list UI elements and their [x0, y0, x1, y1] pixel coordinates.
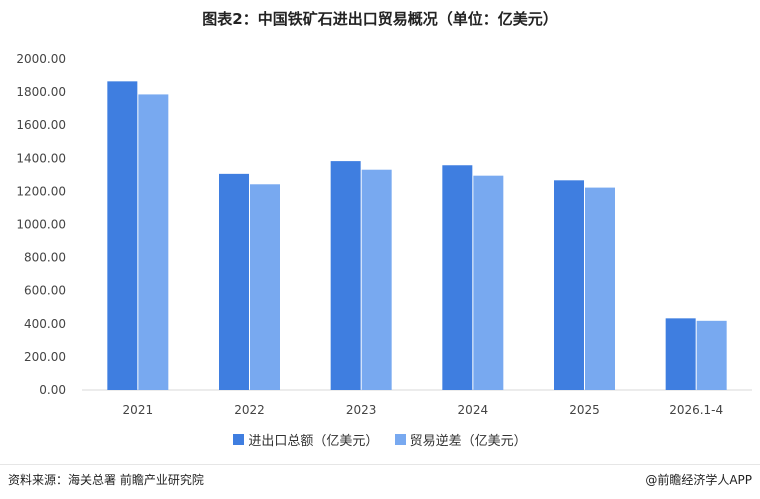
y-tick-label: 400.00 [24, 317, 66, 331]
x-tick-label: 2024 [458, 403, 489, 417]
x-tick-label: 2025 [569, 403, 600, 417]
y-tick-label: 1400.00 [16, 151, 66, 165]
brand-credit: @前瞻经济学人APP [645, 473, 752, 487]
legend-label-deficit: 贸易逆差（亿美元） [409, 434, 527, 449]
y-tick-label: 2000.00 [16, 52, 66, 66]
bar-total [554, 180, 584, 390]
y-tick-label: 1800.00 [16, 85, 66, 99]
y-tick-label: 1200.00 [16, 184, 66, 198]
bar-total [219, 173, 249, 390]
legend-item-deficit: 贸易逆差（亿美元） [394, 430, 527, 449]
legend-label-total: 进出口总额（亿美元） [248, 434, 379, 449]
footer-divider [0, 464, 760, 465]
bar-deficit [585, 187, 615, 390]
bar-total [442, 165, 473, 390]
bar-deficit [138, 94, 169, 391]
bar-deficit [696, 320, 727, 390]
source-note: 资料来源：海关总署 前瞻产业研究院 [8, 473, 204, 487]
bar-total [665, 318, 696, 390]
bar-total [107, 81, 138, 390]
legend-swatch-deficit [394, 434, 406, 445]
bar-total [330, 161, 361, 390]
y-tick-label: 1600.00 [16, 118, 66, 132]
x-tick-label: 2021 [123, 403, 154, 417]
legend: 进出口总额（亿美元） 贸易逆差（亿美元） [0, 430, 760, 449]
y-tick-label: 1000.00 [16, 218, 66, 232]
y-tick-label: 600.00 [24, 284, 66, 298]
bar-chart: 0.00 200.00 400.00 600.00 800.00 1000.00 1200.… [16, 52, 752, 417]
chart-title: 图表2：中国铁矿石进出口贸易概况（单位：亿美元） [202, 10, 558, 28]
x-tick-label: 2026.1-4 [669, 403, 723, 417]
x-tick-label: 2022 [234, 403, 265, 417]
legend-item-total: 进出口总额（亿美元） [233, 430, 378, 449]
x-tick-label: 2023 [346, 403, 377, 417]
y-tick-label: 0.00 [39, 383, 66, 397]
bar-deficit [361, 169, 392, 390]
y-tick-label: 800.00 [24, 251, 66, 265]
bar-deficit [473, 175, 504, 390]
y-tick-label: 200.00 [24, 350, 66, 364]
bar-deficit [250, 184, 280, 390]
legend-swatch-total [233, 434, 245, 445]
